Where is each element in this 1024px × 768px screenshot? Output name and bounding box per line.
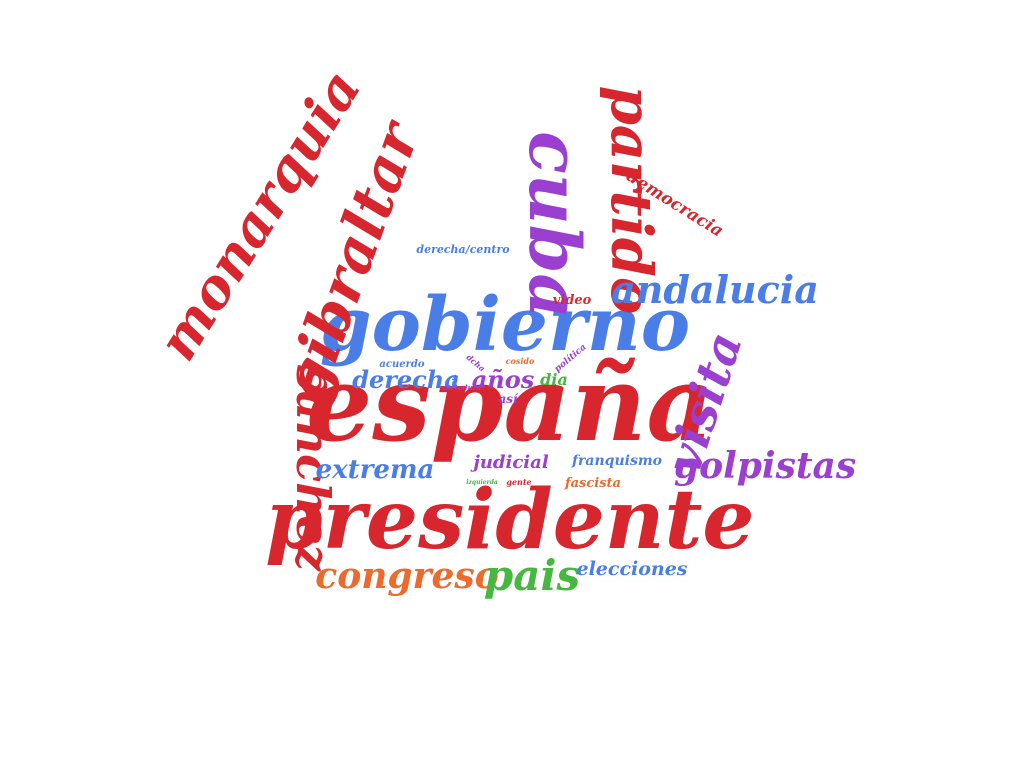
word-judicial: judicial xyxy=(470,452,548,473)
word-asi: así xyxy=(498,392,519,406)
word-espana: españa xyxy=(306,342,714,465)
word-sanchez: sanchez xyxy=(286,364,340,572)
word-cuba: cuba xyxy=(513,131,596,319)
word-partido: partido xyxy=(598,86,664,315)
word-gobierno: gobierno xyxy=(320,282,690,368)
word-pais: pais xyxy=(484,551,580,600)
word-gente: gente xyxy=(506,477,531,487)
word-via: via xyxy=(450,374,459,386)
word-extrema: extrema xyxy=(316,455,435,485)
word-derecha-centro: derecha/centro xyxy=(416,243,509,256)
word-congreso: congreso xyxy=(315,555,498,597)
word-dia: dia xyxy=(540,370,568,389)
word-fascista: fascista xyxy=(564,476,621,491)
word-video: video xyxy=(553,293,592,308)
word-derecha: derecha xyxy=(352,365,460,394)
word-franquismo: franquismo xyxy=(571,453,662,469)
word-presidente: presidente xyxy=(265,472,754,568)
word-golpistas: golpistas xyxy=(674,445,856,487)
word-andalucia: andalucia xyxy=(611,267,819,312)
word-acuerdo: acuerdo xyxy=(379,359,424,370)
word-cosido: cosido xyxy=(506,356,535,366)
word-anos: años xyxy=(472,365,535,394)
word-dictadura: dictadura xyxy=(443,383,481,392)
word-izquierda: izquierda xyxy=(466,479,498,486)
word-elecciones: elecciones xyxy=(576,558,687,580)
